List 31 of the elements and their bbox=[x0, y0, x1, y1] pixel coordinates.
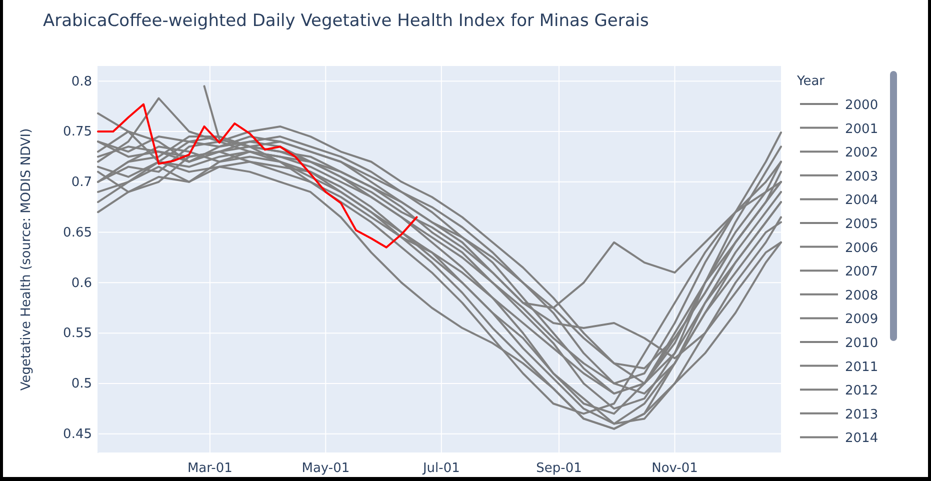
legend-title: Year bbox=[796, 74, 826, 89]
legend-label: 2004 bbox=[845, 193, 878, 208]
y-tick-label: 0.45 bbox=[63, 427, 92, 442]
x-tick-label: Sep-01 bbox=[536, 461, 582, 476]
y-tick-label: 0.7 bbox=[71, 175, 92, 190]
y-tick-label: 0.65 bbox=[63, 225, 92, 240]
legend-label: 2003 bbox=[845, 169, 878, 184]
y-axis-title: Vegetative Health (source: MODIS NDVI) bbox=[19, 128, 34, 391]
legend-label: 2001 bbox=[845, 122, 878, 137]
legend-label: 2013 bbox=[845, 407, 878, 422]
legend-label: 2005 bbox=[845, 217, 878, 232]
y-tick-label: 0.8 bbox=[71, 74, 92, 90]
x-tick-label: Mar-01 bbox=[187, 461, 232, 476]
x-tick-label: May-01 bbox=[302, 461, 350, 476]
y-tick-label: 0.75 bbox=[63, 124, 92, 140]
x-tick-label: Jul-01 bbox=[422, 461, 460, 476]
legend-label: 2002 bbox=[845, 146, 878, 161]
x-tick-label: Nov-01 bbox=[652, 461, 698, 476]
y-tick-label: 0.55 bbox=[63, 326, 92, 342]
legend-label: 2006 bbox=[845, 240, 878, 256]
legend-label: 2007 bbox=[845, 264, 878, 280]
legend-label: 2000 bbox=[845, 98, 878, 113]
legend-label: 2012 bbox=[845, 384, 878, 399]
chart-title: ArabicaCoffee-weighted Daily Vegetative Health Index for Minas Gerais bbox=[43, 11, 649, 31]
y-tick-label: 0.6 bbox=[71, 276, 92, 291]
legend-label: 2011 bbox=[845, 360, 878, 375]
y-tick-label: 0.5 bbox=[71, 376, 92, 392]
legend-label: 2008 bbox=[845, 288, 878, 304]
legend-label: 2014 bbox=[845, 431, 878, 446]
legend-label: 2009 bbox=[845, 312, 878, 328]
legend-label: 2010 bbox=[845, 336, 878, 351]
